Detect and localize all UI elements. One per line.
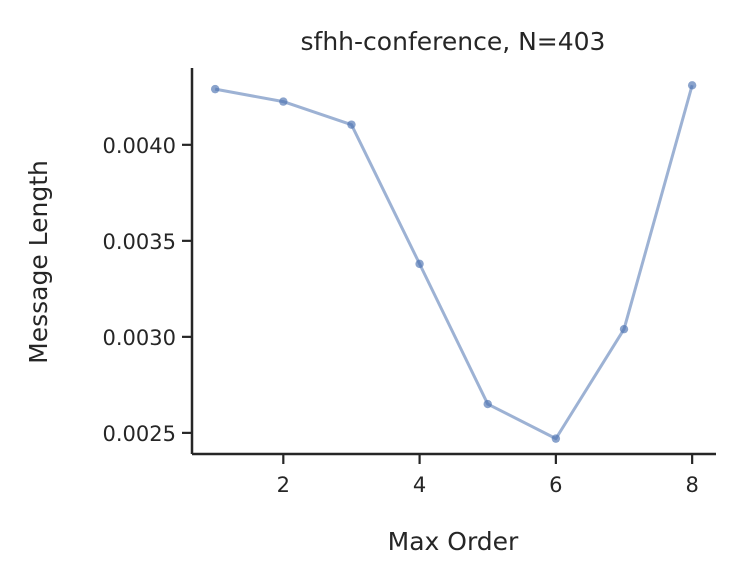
data-point	[551, 434, 561, 443]
plot-area	[210, 81, 697, 443]
data-point	[483, 399, 492, 409]
x-tick-label: 6	[549, 473, 562, 497]
y-axis-label: Message Length	[24, 160, 53, 364]
data-point	[619, 324, 629, 334]
data-point	[210, 84, 220, 94]
x-tick-label: 8	[685, 473, 698, 497]
data-point	[687, 81, 697, 90]
x-tick-label: 2	[277, 473, 290, 497]
ticks: 2 4 6 8 0.0025 0.0030 0.0035 0.0040	[103, 134, 699, 497]
data-point	[279, 97, 288, 106]
y-tick-label: 0.0035	[103, 230, 176, 254]
chart-title: sfhh-conference, N=403	[301, 27, 606, 56]
y-tick-label: 0.0025	[103, 422, 176, 446]
axes	[190, 68, 716, 456]
series-line	[214, 84, 694, 441]
x-axis-label: Max Order	[388, 527, 519, 556]
data-point	[415, 259, 424, 269]
y-tick-label: 0.0030	[103, 326, 176, 350]
x-tick-label: 4	[413, 473, 426, 497]
data-point	[347, 120, 356, 129]
y-tick-label: 0.0040	[103, 134, 176, 158]
